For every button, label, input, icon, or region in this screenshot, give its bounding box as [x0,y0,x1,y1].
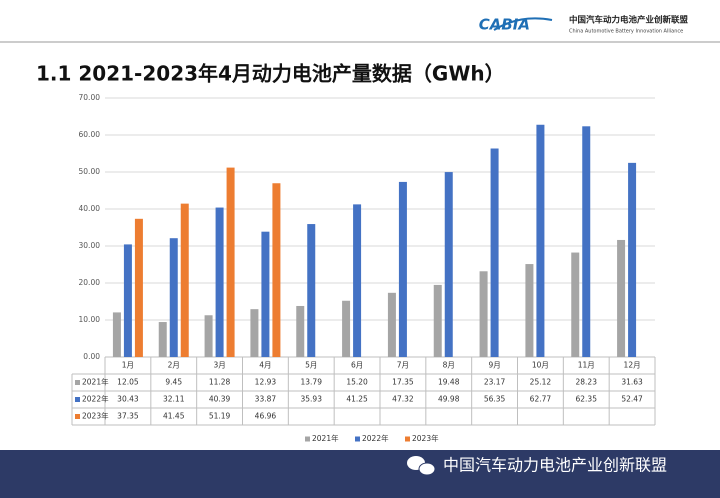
logo-swoosh [493,17,553,31]
table-value: 37.35 [117,412,139,421]
x-tick-label: 5月 [305,361,317,370]
bar [571,252,580,357]
bar [215,207,224,357]
bar [134,218,143,357]
x-tick-label: 9月 [488,361,500,370]
bar [398,181,407,357]
legend-key [405,436,410,442]
table-value: 40.39 [209,395,231,404]
legend-key [305,436,310,442]
legend-label: 2021年 [312,433,339,443]
bar [112,312,121,357]
x-tick-label: 1月 [122,361,134,370]
table-value: 11.28 [209,378,231,387]
x-tick-label: 3月 [213,361,225,370]
bar [226,167,235,357]
table-value: 62.77 [530,395,552,404]
table-legend-key [75,414,80,419]
table-value: 35.93 [301,395,323,404]
y-tick-label: 50.00 [79,167,101,176]
table-value: 49.98 [438,395,460,404]
table-value: 62.35 [576,395,598,404]
table-value: 30.43 [117,395,139,404]
table-value: 51.19 [209,412,231,421]
bar [582,126,591,358]
y-tick-label: 10.00 [79,315,101,324]
org-en: China Automotive Battery Innovation Alli… [569,29,683,35]
table-value: 19.48 [438,378,460,387]
bar [479,271,488,357]
table-value: 56.35 [484,395,506,404]
bar [307,224,316,357]
table-value: 52.47 [621,395,643,404]
bar [342,300,351,357]
table-series-name: 2023年 [82,411,109,421]
x-tick-label: 2月 [168,361,180,370]
table-value: 12.93 [255,378,277,387]
y-tick-label: 0.00 [83,352,100,361]
y-tick-label: 20.00 [79,278,101,287]
org-cn: 中国汽车动力电池产业创新联盟 [569,15,689,26]
table-value: 25.12 [530,378,552,387]
bar [617,239,626,357]
wechat-icon [407,456,436,476]
bar [490,148,499,357]
bar [261,231,270,357]
bar [250,309,259,357]
table-value: 32.11 [163,395,185,404]
y-tick-label: 30.00 [79,241,101,250]
table-value: 17.35 [392,378,414,387]
x-tick-label: 8月 [443,361,455,370]
table-value: 46.96 [255,412,277,421]
y-tick-label: 60.00 [79,130,101,139]
bar [387,292,396,357]
chart-title: 1.1 2021-2023年4月动力电池产量数据（GWh） [36,62,505,86]
bar [158,322,167,357]
legend-label: 2023年 [412,433,439,443]
table-value: 23.17 [484,378,506,387]
table-series-name: 2022年 [82,394,109,404]
x-tick-label: 12月 [624,361,641,370]
x-tick-label: 6月 [351,361,363,370]
chart: 0.00 10.00 20.00 30.00 40.00 50.00 60.00 70.00 1… [71,93,656,443]
legend-key [355,436,360,442]
bar [525,264,534,357]
x-tick-label: 11月 [578,361,595,370]
bar [296,305,305,357]
table-value: 13.79 [301,378,323,387]
bar [353,204,362,357]
table-value: 47.32 [392,395,414,404]
table-legend-key [75,397,80,402]
table-series-name: 2021年 [82,377,109,387]
footer-bar [0,450,720,498]
table-value: 41.25 [346,395,368,404]
table-value: 9.45 [165,378,182,387]
footer-text: 中国汽车动力电池产业创新联盟 [443,456,667,475]
bar [272,183,281,357]
bar [169,238,178,357]
table-value: 41.45 [163,412,185,421]
bar [204,315,213,357]
table-value: 33.87 [255,395,277,404]
x-tick-label: 7月 [397,361,409,370]
y-tick-label: 70.00 [79,93,101,102]
bar [444,172,453,357]
y-tick-label: 40.00 [79,204,101,213]
table-legend-key [75,380,80,385]
bar [628,162,637,357]
table-value: 31.63 [621,378,643,387]
table-value: 12.05 [117,378,139,387]
x-tick-label: 4月 [259,361,271,370]
table-value: 15.20 [346,378,368,387]
bar [536,124,545,357]
x-tick-label: 10月 [532,361,549,370]
table-value: 28.23 [576,378,598,387]
bar [433,284,442,357]
legend-label: 2022年 [362,433,389,443]
bar [180,203,189,357]
bar [123,244,132,357]
